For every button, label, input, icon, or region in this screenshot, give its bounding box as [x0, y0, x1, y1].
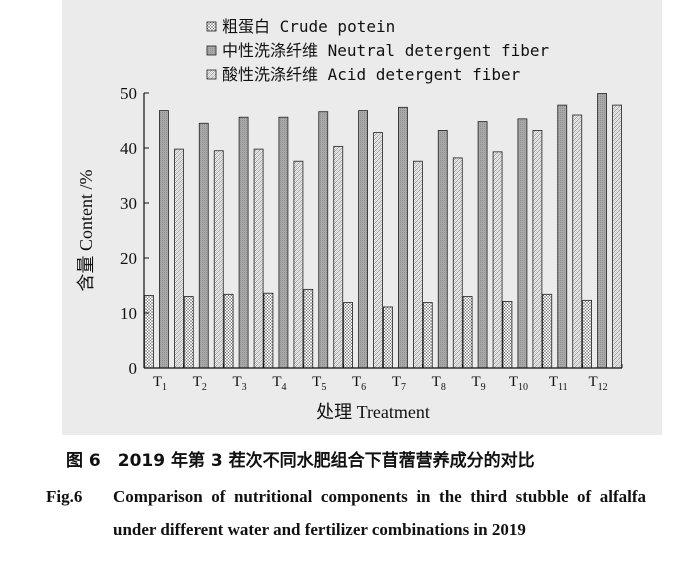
legend-label: 酸性洗涤纤维 Acid detergent fiber: [222, 65, 521, 84]
bar-neutral-detergent-fiber: [278, 116, 289, 369]
bar-crude-protein: [502, 301, 513, 369]
figure-caption-chinese: 图 6 2019 年第 3 茬次不同水肥组合下苜蓿营养成分的对比: [66, 451, 535, 471]
figure-caption-english: Fig.6 Comparison of nutritional componen…: [46, 480, 646, 546]
bar-acid-detergent-fiber: [213, 150, 224, 369]
y-tick-label: 10: [120, 304, 137, 323]
bar-crude-protein: [144, 294, 154, 369]
bar-acid-detergent-fiber: [452, 157, 463, 369]
bar-acid-detergent-fiber: [174, 148, 184, 369]
bar-neutral-detergent-fiber: [557, 104, 568, 369]
chart-panel: 粗蛋白 Crude potein 中性洗涤纤维 Neutral detergent…: [62, 0, 662, 435]
bar-neutral-detergent-fiber: [398, 106, 408, 369]
y-tick-label: 20: [120, 249, 137, 268]
x-tick-label: T8: [432, 374, 446, 393]
bar-crude-protein: [263, 292, 274, 369]
x-tick-label: T5: [312, 374, 326, 393]
bar-neutral-detergent-fiber: [358, 110, 368, 369]
bar-crude-protein: [223, 293, 234, 369]
bar-acid-detergent-fiber: [413, 160, 423, 369]
x-tick-label: T4: [272, 374, 286, 393]
bar-acid-detergent-fiber: [572, 114, 583, 369]
bar-acid-detergent-fiber: [532, 129, 543, 369]
bar-neutral-detergent-fiber: [477, 121, 488, 369]
bar-crude-protein: [462, 296, 473, 369]
bar-neutral-detergent-fiber: [437, 129, 448, 369]
legend-swatch: [206, 45, 217, 56]
bar-acid-detergent-fiber: [492, 151, 503, 369]
bar-crude-protein: [422, 302, 433, 369]
bar-crude-protein: [383, 306, 393, 369]
x-tick-label: T1: [153, 374, 167, 393]
x-axis-title: 处理 Treatment: [316, 402, 430, 422]
bar-crude-protein: [303, 288, 314, 369]
bar-neutral-detergent-fiber: [517, 118, 528, 369]
figure-label: Fig.6: [46, 487, 83, 506]
legend-swatch: [206, 21, 217, 32]
y-tick-label: 0: [129, 359, 138, 378]
x-tick-label: T9: [471, 374, 485, 393]
legend-swatch: [206, 69, 217, 80]
bar-crude-protein: [582, 299, 592, 369]
bar-crude-protein: [343, 302, 353, 369]
bars-layer: [144, 93, 622, 369]
bar-neutral-detergent-fiber: [597, 93, 607, 369]
x-tick-label: T2: [193, 374, 207, 393]
bar-acid-detergent-fiber: [612, 104, 622, 369]
y-tick-label: 30: [120, 194, 137, 213]
x-tick-label: T10: [509, 374, 528, 393]
chart-legend: 粗蛋白 Crude potein 中性洗涤纤维 Neutral detergent…: [206, 17, 550, 84]
bar-chart: 粗蛋白 Crude potein 中性洗涤纤维 Neutral detergent…: [76, 17, 623, 422]
bar-neutral-detergent-fiber: [238, 116, 249, 369]
x-tick-label: T12: [588, 374, 607, 393]
bar-acid-detergent-fiber: [333, 145, 344, 369]
x-tick-label: T7: [392, 374, 406, 393]
legend-label: 粗蛋白 Crude potein: [222, 17, 395, 36]
y-axis-title: 含量 Content /%: [76, 170, 96, 292]
x-tick-label: T3: [232, 374, 246, 393]
bar-acid-detergent-fiber: [293, 160, 304, 369]
y-tick-label: 50: [120, 84, 137, 103]
bar-crude-protein: [183, 296, 194, 369]
x-tick-label: T6: [352, 374, 366, 393]
bar-acid-detergent-fiber: [253, 148, 264, 369]
bar-neutral-detergent-fiber: [318, 111, 329, 369]
bar-neutral-detergent-fiber: [198, 122, 209, 369]
bar-crude-protein: [542, 293, 553, 369]
legend-label: 中性洗涤纤维 Neutral detergent fiber: [222, 41, 550, 60]
bar-neutral-detergent-fiber: [159, 110, 169, 369]
x-tick-label: T11: [549, 374, 568, 393]
y-tick-label: 40: [120, 139, 137, 158]
axes-layer: 0 10 20 30 40 50 T1 T2 T3 T4 T5 T6 T7 T8 T9 T10 T11 T12 处理…: [76, 84, 623, 422]
bar-acid-detergent-fiber: [373, 132, 383, 369]
figure-caption-text: Comparison of nutritional components in …: [113, 487, 646, 539]
